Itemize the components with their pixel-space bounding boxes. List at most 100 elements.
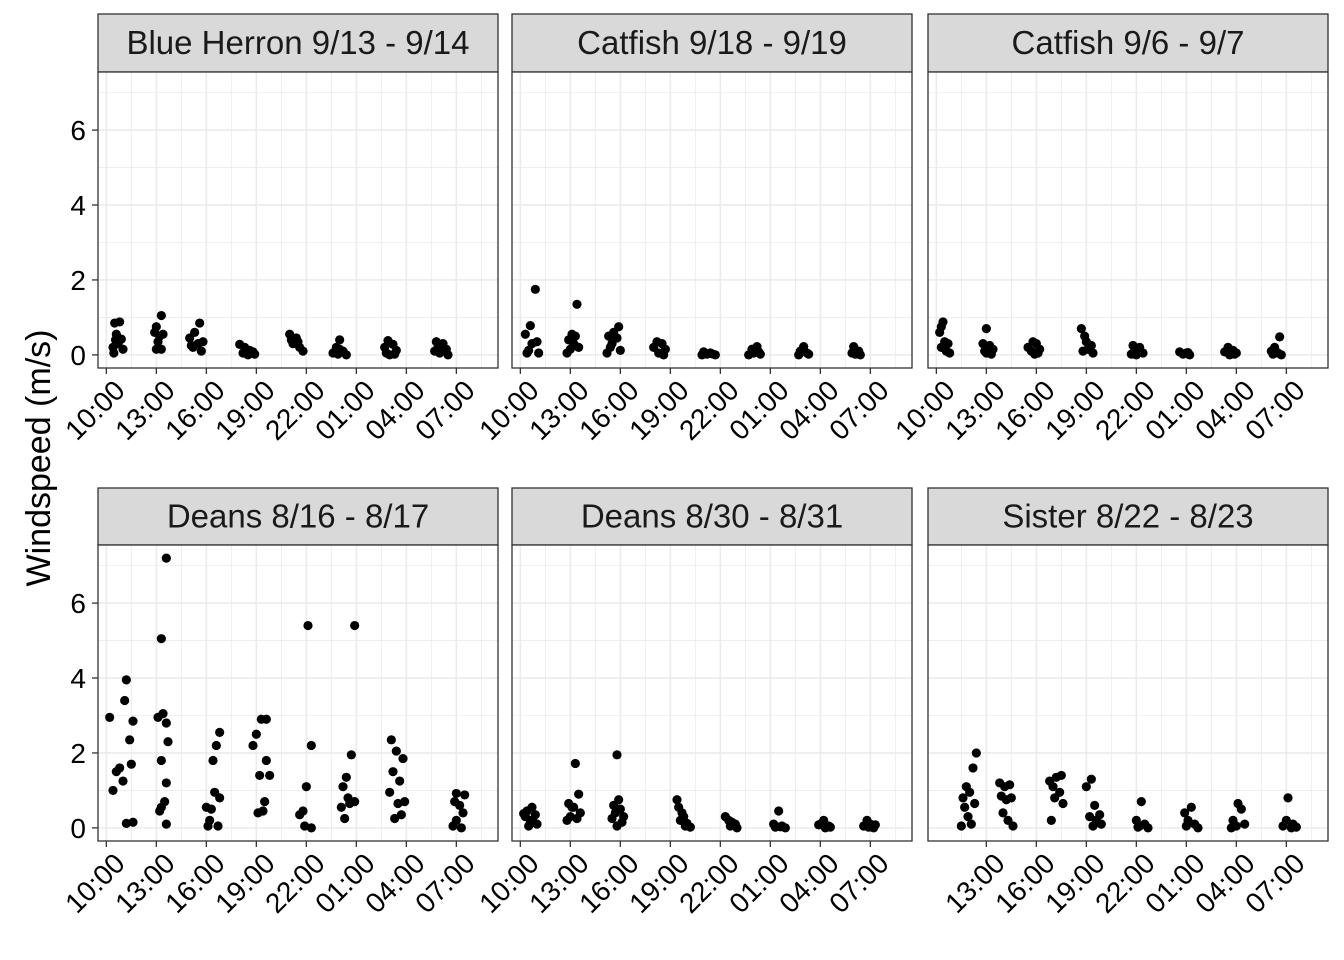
data-point <box>161 553 171 563</box>
facet-panel: Deans 8/30 - 8/3110:0013:0016:0019:0022:… <box>473 487 913 919</box>
data-point <box>562 348 572 358</box>
data-point <box>998 808 1008 818</box>
data-point <box>1276 350 1286 360</box>
data-point <box>732 823 742 833</box>
y-tick-label: 0 <box>70 340 86 371</box>
x-tick-label: 07:00 <box>1239 847 1310 918</box>
data-point <box>965 787 975 797</box>
data-point <box>530 284 540 294</box>
data-point <box>1081 782 1091 792</box>
data-point <box>1088 821 1098 831</box>
data-point <box>198 337 208 347</box>
data-point <box>261 714 271 724</box>
data-point <box>293 337 303 347</box>
data-point <box>153 337 163 347</box>
data-point <box>208 755 218 766</box>
facet-strip <box>511 487 913 546</box>
facet-title: Sister 8/22 - 8/23 <box>1002 498 1253 535</box>
data-point <box>336 802 346 812</box>
data-point <box>156 344 166 354</box>
data-point <box>340 813 350 824</box>
scatter-points <box>520 284 865 360</box>
data-point <box>754 347 764 357</box>
scatter-points <box>935 317 1286 360</box>
facet-strip <box>927 13 1329 73</box>
y-tick-label: 4 <box>70 663 86 694</box>
data-point <box>1275 332 1285 342</box>
data-point <box>398 753 408 764</box>
data-point <box>981 324 991 334</box>
data-point <box>572 299 582 309</box>
data-point <box>1136 797 1146 807</box>
data-point <box>156 755 166 766</box>
data-point <box>1180 808 1190 818</box>
data-point <box>460 790 470 800</box>
data-point <box>341 772 351 782</box>
data-point <box>1240 819 1250 829</box>
data-point <box>396 810 406 820</box>
data-point <box>451 788 461 799</box>
data-point <box>1226 823 1236 833</box>
data-point <box>110 335 121 345</box>
y-tick-label: 0 <box>70 813 86 844</box>
grid <box>98 72 498 368</box>
data-point <box>986 349 996 359</box>
data-point <box>935 327 945 338</box>
facet-panel: Catfish 9/18 - 9/1910:0013:0016:0019:002… <box>473 13 913 446</box>
data-point <box>814 820 824 830</box>
data-point <box>609 800 619 811</box>
facet-panel: Catfish 9/6 - 9/710:0013:0016:0019:0022:… <box>889 13 1329 446</box>
data-point <box>1058 798 1068 809</box>
data-point <box>1030 349 1040 359</box>
data-point <box>604 331 614 341</box>
facet-panel: Blue Herron 9/13 - 9/1410:0013:0016:0019… <box>59 13 499 446</box>
x-tick-label: 07:00 <box>1239 374 1310 445</box>
scatter-points <box>105 553 470 833</box>
data-point <box>1283 793 1293 803</box>
data-point <box>870 820 880 830</box>
data-point <box>185 333 195 343</box>
data-point <box>775 822 785 832</box>
data-point <box>519 809 529 819</box>
data-point <box>966 819 976 829</box>
data-point <box>572 813 582 824</box>
data-point <box>391 746 401 756</box>
data-point <box>390 813 400 824</box>
data-point <box>195 318 205 328</box>
data-point <box>850 349 860 359</box>
data-point <box>298 346 308 356</box>
plot-background <box>928 545 1328 841</box>
data-point <box>455 800 465 811</box>
data-point <box>956 821 966 831</box>
data-point <box>612 821 622 831</box>
facet-title: Blue Herron 9/13 - 9/14 <box>126 24 469 61</box>
data-point <box>522 348 532 358</box>
data-point <box>825 822 835 832</box>
data-point <box>963 812 973 822</box>
data-point <box>794 350 804 360</box>
data-point <box>1181 821 1191 831</box>
data-point <box>1183 348 1193 358</box>
scatter-points <box>108 310 453 360</box>
data-point <box>108 785 118 796</box>
data-point <box>350 797 360 807</box>
data-point <box>115 317 125 327</box>
scatter-points <box>519 750 880 833</box>
data-point <box>341 350 351 360</box>
data-point <box>301 782 311 792</box>
data-point <box>430 346 440 356</box>
plot-background <box>512 545 912 841</box>
plot-background <box>98 545 498 841</box>
facet-strip <box>927 487 1329 546</box>
data-point <box>163 737 173 747</box>
data-point <box>161 819 171 829</box>
data-point <box>744 350 754 360</box>
data-point <box>1133 822 1143 832</box>
facet-title: Catfish 9/6 - 9/7 <box>1012 24 1245 61</box>
data-point <box>395 776 405 786</box>
data-point <box>697 350 707 360</box>
data-point <box>390 349 400 359</box>
data-point <box>206 804 216 814</box>
data-point <box>1096 819 1106 829</box>
